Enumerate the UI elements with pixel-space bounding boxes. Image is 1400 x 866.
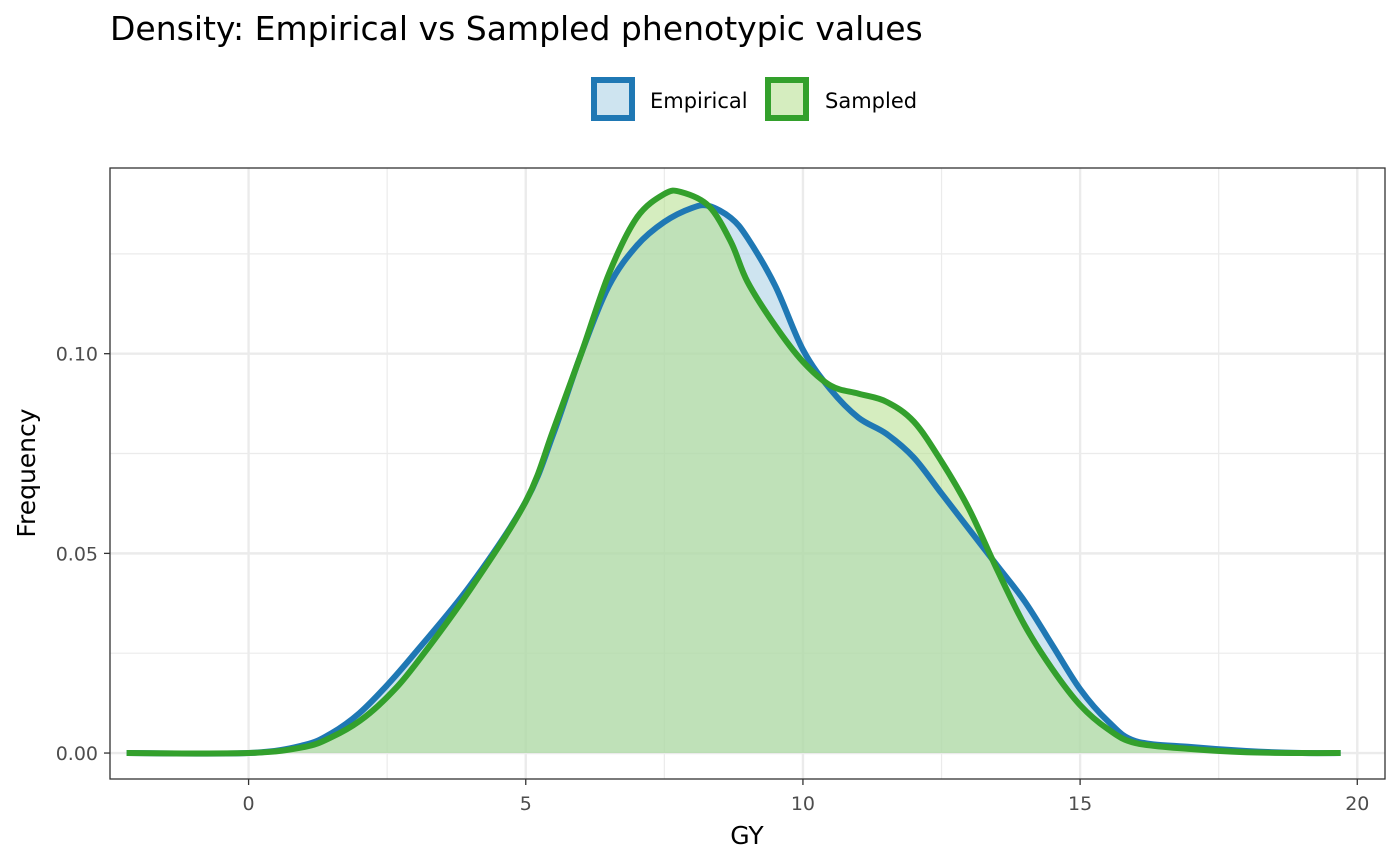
plot-border (109, 167, 1386, 780)
density-line-sampled (126, 187, 1341, 757)
y-axis-title: Frequency (12, 408, 41, 537)
y-tick-label: 0.00 (56, 743, 98, 765)
x-tick-label: 20 (1345, 793, 1369, 815)
legend-key-empirical (591, 77, 635, 121)
y-axis: 0.00 0.05 0.10 (56, 344, 110, 765)
density-areas (126, 190, 1341, 754)
x-tick-label: 0 (243, 793, 255, 815)
x-axis-title: GY (730, 821, 764, 850)
x-tick-label: 15 (1068, 793, 1092, 815)
legend-key-sampled (765, 77, 809, 121)
legend-label-empirical: Empirical (650, 89, 748, 113)
x-axis: 0 5 10 15 20 (243, 779, 1369, 815)
y-tick-label: 0.10 (56, 344, 98, 366)
legend-label-sampled: Sampled (825, 89, 917, 113)
y-tick-label: 0.05 (56, 543, 98, 565)
chart-title: Density: Empirical vs Sampled phenotypic… (110, 9, 923, 48)
density-line-empirical (126, 202, 1341, 757)
legend: Empirical Sampled (591, 77, 917, 121)
x-tick-label: 10 (791, 793, 815, 815)
density-lines (126, 187, 1341, 757)
density-area-sampled (126, 190, 1341, 754)
x-tick-label: 5 (520, 793, 532, 815)
